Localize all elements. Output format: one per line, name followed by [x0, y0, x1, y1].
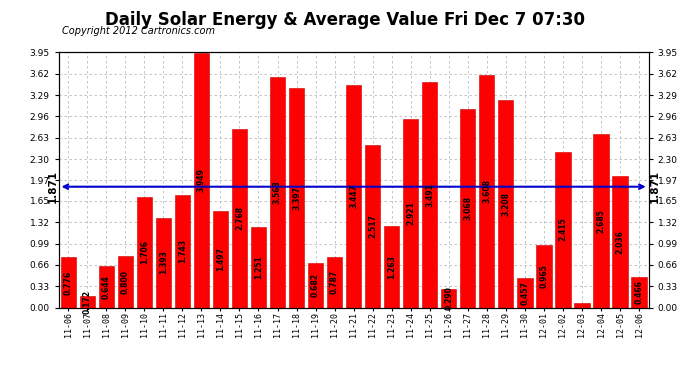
Text: Daily Solar Energy & Average Value Fri Dec 7 07:30: Daily Solar Energy & Average Value Fri D…	[105, 11, 585, 29]
Bar	[498, 100, 513, 308]
Text: 0.457: 0.457	[520, 281, 529, 304]
Text: 0.800: 0.800	[121, 270, 130, 294]
Text: 1.263: 1.263	[387, 255, 396, 279]
Bar	[613, 176, 628, 308]
Bar	[403, 119, 418, 308]
Text: 1.743: 1.743	[178, 239, 187, 263]
Bar	[631, 278, 647, 308]
Text: 1.393: 1.393	[159, 251, 168, 274]
Text: 0.787: 0.787	[330, 270, 339, 294]
Bar	[536, 245, 551, 308]
Text: 3.608: 3.608	[482, 179, 491, 203]
Bar	[79, 296, 95, 307]
Text: 0.466: 0.466	[635, 280, 644, 304]
Text: 3.397: 3.397	[292, 186, 301, 210]
Bar	[213, 211, 228, 308]
Text: 2.768: 2.768	[235, 206, 244, 230]
Bar	[251, 227, 266, 308]
Text: 0.172: 0.172	[83, 290, 92, 314]
Bar	[365, 145, 380, 308]
Bar	[308, 264, 323, 308]
Text: 0.682: 0.682	[311, 273, 320, 297]
Text: 2.415: 2.415	[558, 217, 567, 242]
Bar	[175, 195, 190, 308]
Bar	[555, 152, 571, 308]
Text: 3.208: 3.208	[502, 192, 511, 216]
Bar	[327, 257, 342, 307]
Text: Copyright 2012 Cartronics.com: Copyright 2012 Cartronics.com	[62, 26, 215, 36]
Bar	[137, 197, 152, 308]
Bar	[441, 289, 456, 308]
Bar	[232, 129, 247, 308]
Text: 0.644: 0.644	[101, 275, 110, 298]
Bar	[270, 78, 285, 308]
Text: 1.871: 1.871	[48, 170, 58, 203]
Text: 3.447: 3.447	[349, 184, 358, 208]
Text: 3.563: 3.563	[273, 181, 282, 204]
Text: 2.685: 2.685	[597, 209, 606, 233]
Bar	[99, 266, 114, 308]
Bar	[346, 85, 362, 308]
Text: 0.290: 0.290	[444, 286, 453, 310]
Text: 1.497: 1.497	[216, 247, 225, 271]
Text: 1.871: 1.871	[649, 170, 660, 203]
Text: 1.251: 1.251	[254, 255, 263, 279]
Text: 3.068: 3.068	[463, 196, 473, 220]
Bar	[117, 256, 133, 308]
Bar	[289, 88, 304, 308]
Text: 2.036: 2.036	[615, 230, 624, 254]
Text: 2.517: 2.517	[368, 214, 377, 238]
Text: 3.949: 3.949	[197, 168, 206, 192]
Text: 2.921: 2.921	[406, 201, 415, 225]
Text: 1.706: 1.706	[140, 240, 149, 264]
Text: 3.491: 3.491	[425, 183, 434, 207]
Text: 0.965: 0.965	[540, 264, 549, 288]
Bar	[574, 303, 589, 307]
Bar	[518, 278, 533, 308]
Bar	[422, 82, 437, 308]
Bar	[384, 226, 400, 308]
Bar	[194, 53, 209, 308]
Text: 0.776: 0.776	[63, 270, 72, 294]
Bar	[480, 75, 495, 308]
Bar	[61, 257, 76, 307]
Bar	[156, 217, 171, 308]
Bar	[593, 134, 609, 308]
Bar	[460, 110, 475, 308]
